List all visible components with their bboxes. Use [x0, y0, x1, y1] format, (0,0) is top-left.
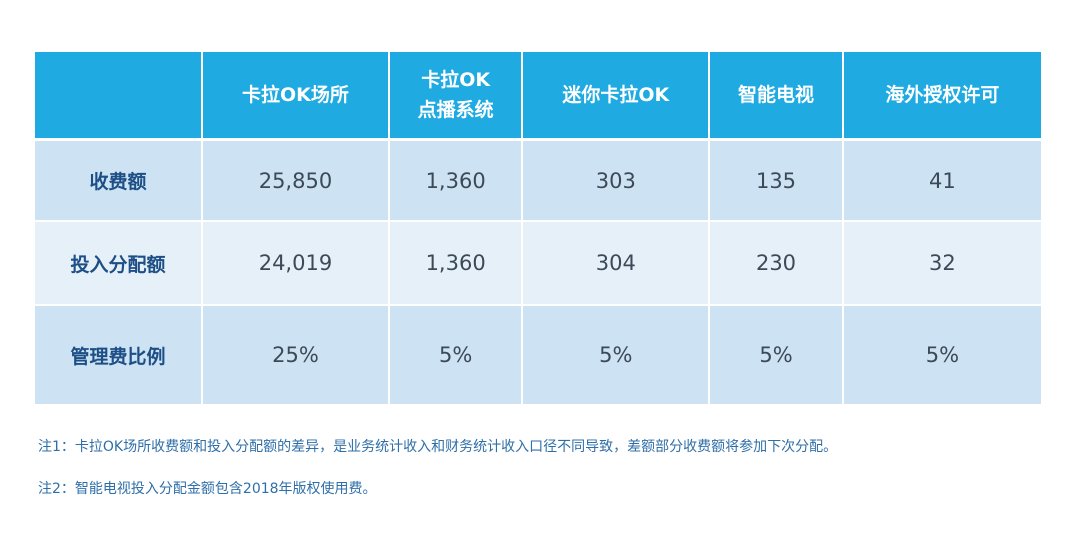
- header-karaoke-vod-line1: 卡拉OK: [421, 69, 491, 91]
- table-row-distribution: 投入分配额 24,019 1,360 304 230 32: [35, 222, 1041, 306]
- table-header-row: 卡拉OK场所 卡拉OK 点播系统 迷你卡拉OK 智能电视 海外授权许可: [35, 52, 1041, 141]
- table-cell: 304: [523, 222, 709, 306]
- table-cell: 5%: [843, 306, 1041, 404]
- table-cell: 135: [710, 141, 842, 222]
- row-label: 投入分配额: [35, 222, 201, 306]
- table-cell: 25,850: [203, 141, 388, 222]
- footnotes: 注1：卡拉OK场所收费额和投入分配额的差异，是业务统计收入和财务统计收入口径不同…: [38, 437, 837, 521]
- row-label: 收费额: [35, 141, 201, 222]
- table-row-management-fee: 管理费比例 25% 5% 5% 5% 5%: [35, 306, 1041, 404]
- footnote-2: 注2：智能电视投入分配金额包含2018年版权使用费。: [38, 481, 377, 497]
- table-cell: 32: [843, 222, 1041, 306]
- header-smart-tv: 智能电视: [710, 52, 842, 141]
- table-cell: 5%: [710, 306, 842, 404]
- table-cell: 25%: [203, 306, 388, 404]
- royalty-table: 卡拉OK场所 卡拉OK 点播系统 迷你卡拉OK 智能电视 海外授权许可 收费额 …: [33, 52, 1043, 404]
- table-row-fee-collected: 收费额 25,850 1,360 303 135 41: [35, 141, 1041, 222]
- row-label: 管理费比例: [35, 306, 201, 404]
- table-cell: 230: [710, 222, 842, 306]
- header-karaoke-venue: 卡拉OK场所: [203, 52, 388, 141]
- table-cell: 5%: [389, 306, 522, 404]
- header-corner-cell: [35, 52, 201, 141]
- header-karaoke-vod: 卡拉OK 点播系统: [389, 52, 522, 141]
- header-karaoke-vod-line2: 点播系统: [417, 99, 494, 121]
- table-cell: 41: [843, 141, 1041, 222]
- table-cell: 1,360: [389, 141, 522, 222]
- table-cell: 5%: [523, 306, 709, 404]
- footnote-1: 注1：卡拉OK场所收费额和投入分配额的差异，是业务统计收入和财务统计收入口径不同…: [38, 439, 838, 455]
- header-mini-karaoke: 迷你卡拉OK: [523, 52, 709, 141]
- header-overseas-license: 海外授权许可: [843, 52, 1041, 141]
- table-cell: 24,019: [203, 222, 388, 306]
- table-cell: 303: [523, 141, 709, 222]
- table-cell: 1,360: [389, 222, 522, 306]
